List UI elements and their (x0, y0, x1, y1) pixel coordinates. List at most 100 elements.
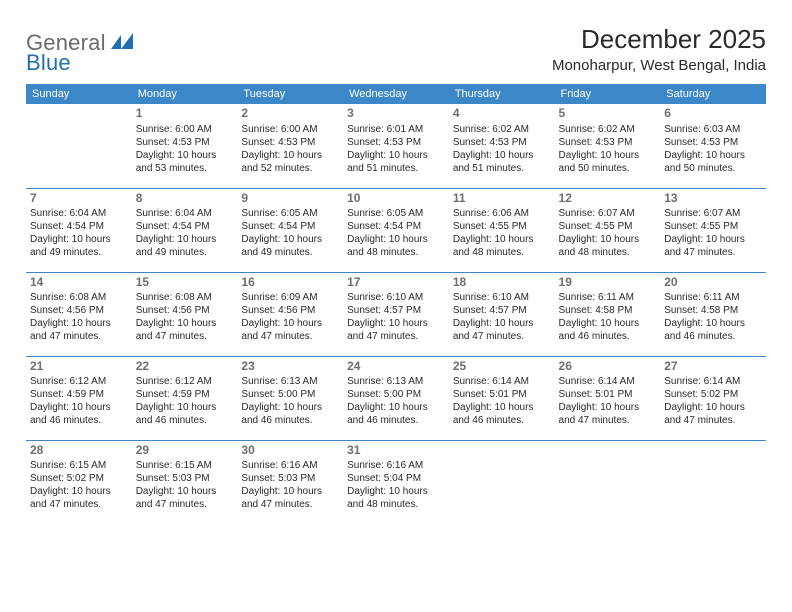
calendar-cell (449, 440, 555, 524)
calendar-cell: 7Sunrise: 6:04 AMSunset: 4:54 PMDaylight… (26, 188, 132, 272)
weekday-header: Sunday (26, 84, 132, 104)
cell-day2: and 46 minutes. (559, 330, 657, 343)
cell-sunrise: Sunrise: 6:12 AM (136, 375, 234, 388)
cell-sunrise: Sunrise: 6:15 AM (136, 459, 234, 472)
cell-day2: and 48 minutes. (347, 246, 445, 259)
cell-day2: and 51 minutes. (347, 162, 445, 175)
cell-day2: and 47 minutes. (241, 330, 339, 343)
cell-sunset: Sunset: 5:04 PM (347, 472, 445, 485)
calendar-cell: 21Sunrise: 6:12 AMSunset: 4:59 PMDayligh… (26, 356, 132, 440)
calendar-cell: 14Sunrise: 6:08 AMSunset: 4:56 PMDayligh… (26, 272, 132, 356)
day-number: 19 (559, 275, 657, 291)
cell-day2: and 52 minutes. (241, 162, 339, 175)
weekday-header: Friday (555, 84, 661, 104)
cell-sunset: Sunset: 4:59 PM (30, 388, 128, 401)
calendar-body: 1Sunrise: 6:00 AMSunset: 4:53 PMDaylight… (26, 104, 766, 524)
calendar-cell: 23Sunrise: 6:13 AMSunset: 5:00 PMDayligh… (237, 356, 343, 440)
cell-sunset: Sunset: 4:57 PM (453, 304, 551, 317)
day-number: 18 (453, 275, 551, 291)
cell-day1: Daylight: 10 hours (347, 317, 445, 330)
cell-sunset: Sunset: 4:55 PM (664, 220, 762, 233)
calendar-cell: 19Sunrise: 6:11 AMSunset: 4:58 PMDayligh… (555, 272, 661, 356)
cell-sunrise: Sunrise: 6:13 AM (347, 375, 445, 388)
cell-sunrise: Sunrise: 6:05 AM (241, 207, 339, 220)
cell-day1: Daylight: 10 hours (347, 233, 445, 246)
calendar-cell: 11Sunrise: 6:06 AMSunset: 4:55 PMDayligh… (449, 188, 555, 272)
cell-day1: Daylight: 10 hours (136, 401, 234, 414)
day-number: 26 (559, 359, 657, 375)
cell-day2: and 46 minutes. (453, 414, 551, 427)
cell-day1: Daylight: 10 hours (559, 317, 657, 330)
day-number: 20 (664, 275, 762, 291)
calendar-cell: 15Sunrise: 6:08 AMSunset: 4:56 PMDayligh… (132, 272, 238, 356)
cell-sunrise: Sunrise: 6:02 AM (559, 123, 657, 136)
calendar-cell: 2Sunrise: 6:00 AMSunset: 4:53 PMDaylight… (237, 104, 343, 188)
day-number: 7 (30, 191, 128, 207)
page: General December 2025 Monoharpur, West B… (0, 0, 792, 612)
cell-day2: and 47 minutes. (136, 330, 234, 343)
cell-sunset: Sunset: 4:56 PM (241, 304, 339, 317)
calendar-cell: 1Sunrise: 6:00 AMSunset: 4:53 PMDaylight… (132, 104, 238, 188)
day-number: 9 (241, 191, 339, 207)
cell-sunrise: Sunrise: 6:11 AM (664, 291, 762, 304)
cell-day2: and 47 minutes. (30, 330, 128, 343)
cell-day2: and 50 minutes. (664, 162, 762, 175)
cell-sunrise: Sunrise: 6:02 AM (453, 123, 551, 136)
cell-sunrise: Sunrise: 6:12 AM (30, 375, 128, 388)
cell-day2: and 47 minutes. (664, 414, 762, 427)
cell-day2: and 46 minutes. (664, 330, 762, 343)
cell-day2: and 51 minutes. (453, 162, 551, 175)
day-number: 4 (453, 106, 551, 122)
cell-sunset: Sunset: 4:54 PM (347, 220, 445, 233)
cell-sunrise: Sunrise: 6:11 AM (559, 291, 657, 304)
cell-sunset: Sunset: 5:03 PM (241, 472, 339, 485)
day-number: 15 (136, 275, 234, 291)
calendar-cell: 31Sunrise: 6:16 AMSunset: 5:04 PMDayligh… (343, 440, 449, 524)
cell-day2: and 46 minutes. (241, 414, 339, 427)
logo-sub: Blue (26, 50, 71, 76)
cell-day2: and 49 minutes. (136, 246, 234, 259)
cell-day1: Daylight: 10 hours (453, 233, 551, 246)
weekday-header: Wednesday (343, 84, 449, 104)
day-number: 8 (136, 191, 234, 207)
cell-day1: Daylight: 10 hours (347, 401, 445, 414)
cell-sunset: Sunset: 4:55 PM (453, 220, 551, 233)
cell-sunset: Sunset: 4:54 PM (30, 220, 128, 233)
title-block: December 2025 Monoharpur, West Bengal, I… (552, 24, 766, 74)
day-number: 29 (136, 443, 234, 459)
calendar-cell (660, 440, 766, 524)
cell-sunset: Sunset: 4:56 PM (30, 304, 128, 317)
cell-sunset: Sunset: 5:00 PM (347, 388, 445, 401)
cell-sunrise: Sunrise: 6:16 AM (241, 459, 339, 472)
cell-sunrise: Sunrise: 6:16 AM (347, 459, 445, 472)
calendar-cell: 28Sunrise: 6:15 AMSunset: 5:02 PMDayligh… (26, 440, 132, 524)
day-number: 24 (347, 359, 445, 375)
cell-sunrise: Sunrise: 6:08 AM (136, 291, 234, 304)
cell-day1: Daylight: 10 hours (559, 401, 657, 414)
calendar-week-row: 14Sunrise: 6:08 AMSunset: 4:56 PMDayligh… (26, 272, 766, 356)
calendar-week-row: 21Sunrise: 6:12 AMSunset: 4:59 PMDayligh… (26, 356, 766, 440)
cell-sunrise: Sunrise: 6:14 AM (664, 375, 762, 388)
cell-day1: Daylight: 10 hours (453, 401, 551, 414)
cell-day1: Daylight: 10 hours (30, 317, 128, 330)
cell-day2: and 46 minutes. (347, 414, 445, 427)
cell-day1: Daylight: 10 hours (453, 149, 551, 162)
cell-day2: and 50 minutes. (559, 162, 657, 175)
day-number: 13 (664, 191, 762, 207)
cell-day2: and 46 minutes. (136, 414, 234, 427)
cell-day1: Daylight: 10 hours (347, 485, 445, 498)
cell-sunrise: Sunrise: 6:08 AM (30, 291, 128, 304)
calendar-cell: 20Sunrise: 6:11 AMSunset: 4:58 PMDayligh… (660, 272, 766, 356)
cell-sunrise: Sunrise: 6:00 AM (136, 123, 234, 136)
cell-day2: and 47 minutes. (30, 498, 128, 511)
cell-day1: Daylight: 10 hours (136, 317, 234, 330)
calendar-cell: 25Sunrise: 6:14 AMSunset: 5:01 PMDayligh… (449, 356, 555, 440)
calendar-cell: 12Sunrise: 6:07 AMSunset: 4:55 PMDayligh… (555, 188, 661, 272)
calendar-cell: 10Sunrise: 6:05 AMSunset: 4:54 PMDayligh… (343, 188, 449, 272)
cell-sunset: Sunset: 4:55 PM (559, 220, 657, 233)
cell-sunset: Sunset: 5:02 PM (30, 472, 128, 485)
cell-sunrise: Sunrise: 6:04 AM (136, 207, 234, 220)
day-number: 31 (347, 443, 445, 459)
cell-day2: and 49 minutes. (30, 246, 128, 259)
calendar-cell: 4Sunrise: 6:02 AMSunset: 4:53 PMDaylight… (449, 104, 555, 188)
